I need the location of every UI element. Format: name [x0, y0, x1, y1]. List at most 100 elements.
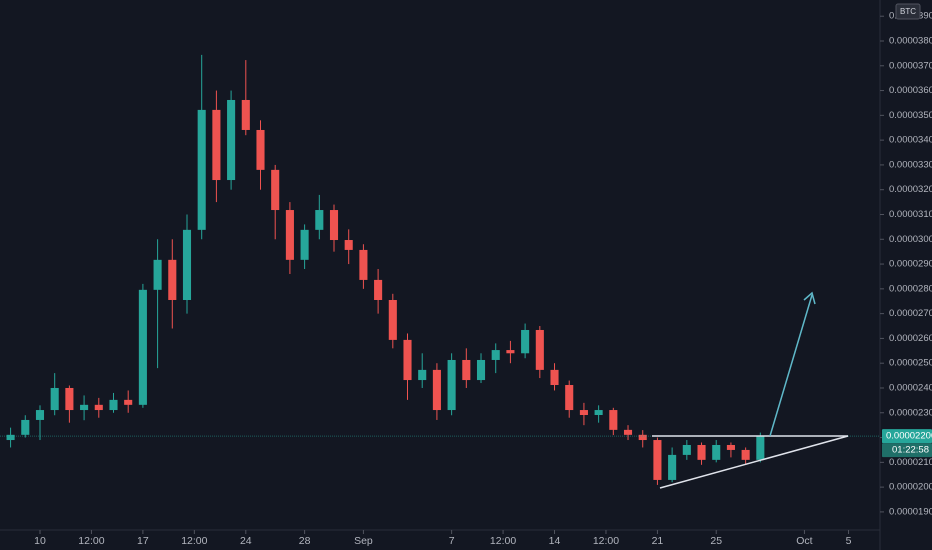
candle-body	[285, 210, 294, 260]
x-tick-label: Sep	[354, 535, 373, 547]
candle-body	[741, 449, 750, 460]
candle-body	[256, 129, 265, 170]
symbol-badge	[895, 3, 921, 20]
symbol: BTC	[900, 7, 916, 16]
x-tick-label: 14	[549, 535, 561, 547]
candle-body	[138, 289, 147, 405]
last-price-badge	[882, 429, 932, 444]
candle-body	[682, 444, 691, 455]
candle-body	[227, 99, 236, 181]
candle-body	[6, 434, 15, 441]
candle-body	[109, 399, 118, 411]
last-price-label: 0.00002206	[886, 431, 932, 442]
candle-body	[374, 279, 383, 300]
candle-body	[726, 444, 735, 450]
x-tick-label: 12:00	[593, 535, 619, 547]
candle-body	[35, 410, 45, 420]
candle-body	[403, 339, 412, 381]
plot	[0, 54, 880, 485]
candle-body	[80, 404, 89, 411]
x-tick-label: 12:00	[490, 535, 516, 547]
candle-body	[197, 109, 206, 230]
candle-body	[271, 169, 280, 211]
candle-body	[712, 444, 721, 460]
candle-body	[153, 259, 162, 290]
price-axis: 0.000019000.000020000.000021000.00002200…	[34, 11, 932, 547]
candle-body	[300, 229, 309, 260]
candle-body	[21, 419, 30, 435]
candle-body	[623, 429, 633, 435]
candle-body	[462, 359, 471, 381]
candle-body	[50, 387, 59, 411]
x-tick-label: 24	[240, 535, 252, 547]
candle-body	[550, 369, 559, 386]
x-tick-label: 10	[34, 535, 46, 547]
candle-body	[521, 329, 530, 354]
candle-body	[65, 387, 74, 411]
candle-body	[594, 410, 603, 415]
candle-body	[476, 359, 486, 381]
candle-body	[653, 440, 662, 480]
x-tick-label: 25	[710, 535, 722, 547]
x-tick-label: 17	[137, 535, 149, 547]
candle-body	[565, 385, 574, 411]
candle-body	[697, 444, 706, 460]
candle-body	[241, 99, 250, 130]
candle-body	[168, 259, 177, 300]
candle-body	[668, 454, 677, 480]
candle-body	[418, 369, 427, 381]
countdown: 01:22:58	[892, 445, 929, 456]
x-tick-label: 21	[652, 535, 664, 547]
candle-body	[579, 410, 588, 415]
triangle-bottom	[659, 435, 849, 489]
candle-body	[535, 329, 544, 370]
x-tick-label: 7	[449, 535, 455, 547]
candle-body	[359, 249, 368, 280]
candle-body	[388, 299, 397, 340]
candle-body	[609, 410, 618, 430]
arrow-head	[803, 291, 816, 305]
candle-body	[344, 240, 353, 250]
candle-body	[315, 210, 324, 230]
y-tick-label: 0.00003800	[889, 36, 932, 47]
x-tick-label: 5	[846, 535, 852, 547]
candle-body	[182, 229, 192, 300]
candle-body	[94, 404, 103, 411]
x-tick-label: Oct	[796, 535, 812, 547]
candle-body	[432, 369, 441, 411]
candle-body	[756, 436, 765, 460]
candle-body	[506, 350, 515, 354]
candle-body	[329, 210, 339, 241]
x-tick-label: 12:00	[78, 535, 104, 547]
x-tick-label: 12:00	[181, 535, 207, 547]
candle-body	[491, 350, 500, 360]
x-tick-label: 28	[299, 535, 311, 547]
candle-body	[638, 434, 647, 441]
countdown-badge	[882, 443, 932, 458]
projection-arrow	[769, 294, 813, 437]
candle-body	[447, 359, 456, 411]
candle-body	[124, 399, 133, 405]
candle-body	[212, 109, 221, 181]
